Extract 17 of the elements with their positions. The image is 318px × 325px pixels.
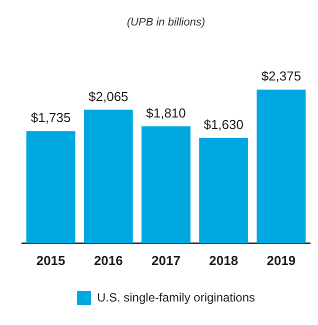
data-label: $1,810 (146, 105, 186, 120)
x-tick-label: 2017 (152, 252, 180, 268)
bar (256, 90, 306, 244)
x-tick-label: 2016 (94, 252, 123, 268)
data-label: $1,735 (30, 110, 71, 126)
data-label: $1,630 (204, 116, 244, 132)
data-label: $2,375 (261, 68, 302, 84)
bar (199, 138, 248, 244)
x-tick-label: 2019 (266, 252, 296, 268)
data-label: $2,065 (88, 88, 128, 104)
x-tick-label: 2018 (209, 252, 238, 268)
legend-label: U.S. single-family originations (96, 290, 256, 304)
chart-title: (UPB in billions) (126, 16, 206, 29)
bar (142, 126, 190, 244)
x-tick-label: 2015 (36, 252, 66, 268)
bar (84, 110, 133, 244)
bar (26, 131, 76, 244)
